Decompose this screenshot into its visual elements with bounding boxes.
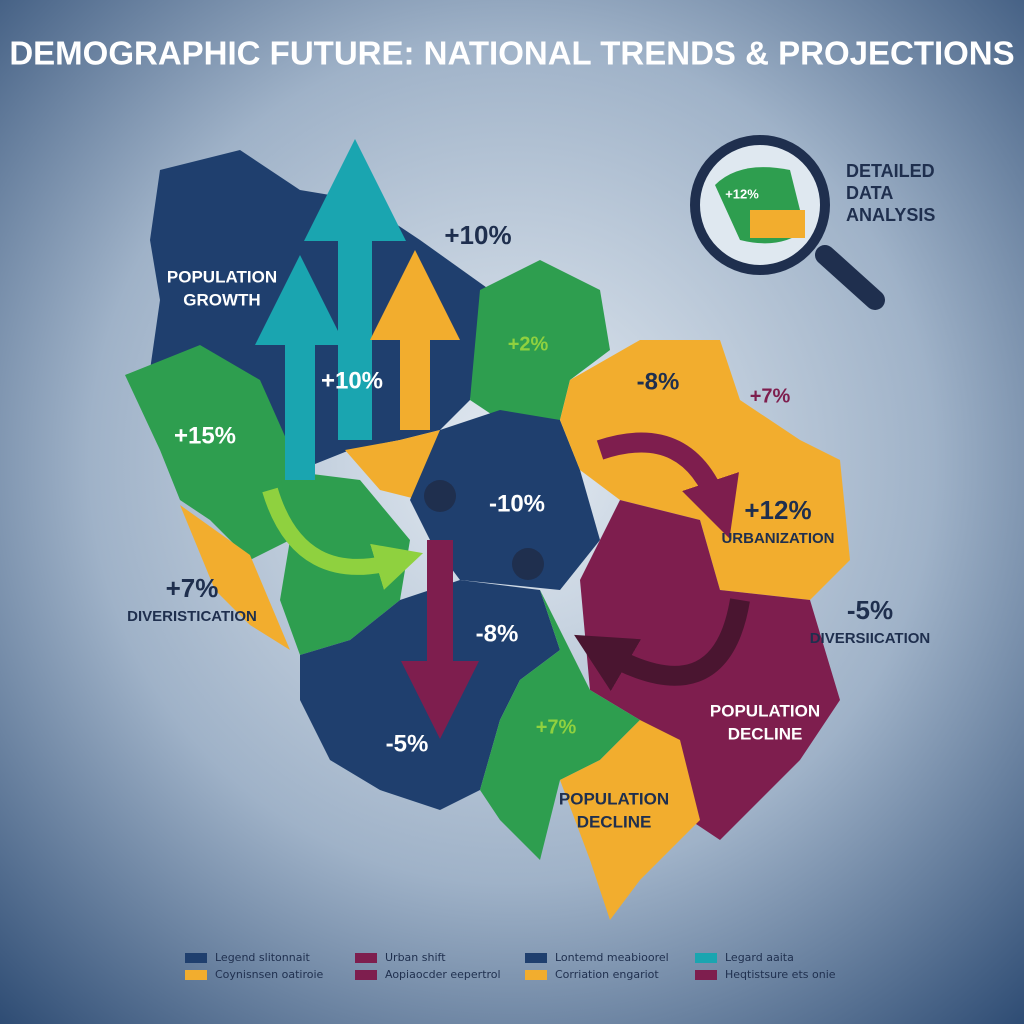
arrows	[255, 139, 750, 739]
map-label: +10%	[444, 220, 511, 250]
legend-label: Heqtistsure ets onie	[725, 968, 836, 981]
legend-label: Coynisnsen oatiroie	[215, 968, 324, 981]
map-label: POPULATION	[710, 701, 820, 720]
legend-label: Urban shift	[385, 951, 446, 964]
map-label: -8%	[476, 620, 519, 647]
map-label: +15%	[174, 422, 236, 449]
legend-label: Legend slitonnait	[215, 951, 311, 964]
map-label: URBANIZATION	[721, 530, 834, 547]
map-label: -10%	[489, 490, 545, 517]
region	[125, 345, 300, 560]
legend-swatch	[185, 953, 207, 963]
arrow	[574, 598, 750, 692]
map-label: DIVERISTICATION	[127, 608, 257, 625]
map-label: +7%	[536, 716, 577, 738]
map-label: DIVERSIICATION	[810, 630, 931, 647]
map-label: +7%	[750, 385, 791, 407]
legend-swatch	[185, 970, 207, 980]
map-label: -5%	[386, 730, 429, 757]
map-label: POPULATION	[559, 789, 669, 808]
arrow	[262, 487, 423, 590]
map-label: +2%	[508, 333, 549, 355]
map-label: POPULATION	[167, 267, 277, 286]
map-label: +12%	[744, 495, 811, 525]
region	[480, 590, 640, 860]
legend-swatch	[525, 953, 547, 963]
icon	[512, 548, 544, 580]
region	[180, 505, 290, 650]
map-label: +10%	[321, 367, 383, 394]
handle	[815, 245, 885, 310]
map-label: -5%	[847, 595, 893, 625]
legend-swatch	[355, 953, 377, 963]
region	[470, 260, 610, 420]
legend-label: Lontemd meabioorel	[555, 951, 669, 964]
region	[410, 410, 600, 590]
legend-swatch	[525, 970, 547, 980]
legend-label: Legard aaita	[725, 951, 794, 964]
inset-chart	[750, 210, 805, 238]
map-label: DECLINE	[577, 812, 652, 831]
legend-label: Aopiaocder eepertrol	[385, 968, 501, 981]
map-label: +7%	[166, 573, 219, 603]
region	[560, 720, 700, 920]
arrow	[596, 432, 739, 539]
map-label: GROWTH	[183, 290, 260, 309]
legend-swatch	[355, 970, 377, 980]
map-label: DECLINE	[728, 724, 803, 743]
icon	[424, 480, 456, 512]
legend-swatch	[695, 953, 717, 963]
inset-label: +12%	[725, 186, 759, 201]
caption-line: ANALYSIS	[846, 205, 935, 225]
map-label: -8%	[637, 368, 680, 395]
legend-swatch	[695, 970, 717, 980]
title: DEMOGRAPHIC FUTURE: NATIONAL TRENDS & PR…	[9, 35, 1014, 72]
legend-label: Corriation engariot	[555, 968, 659, 981]
caption-line: DATA	[846, 183, 893, 203]
caption-line: DETAILED	[846, 161, 935, 181]
